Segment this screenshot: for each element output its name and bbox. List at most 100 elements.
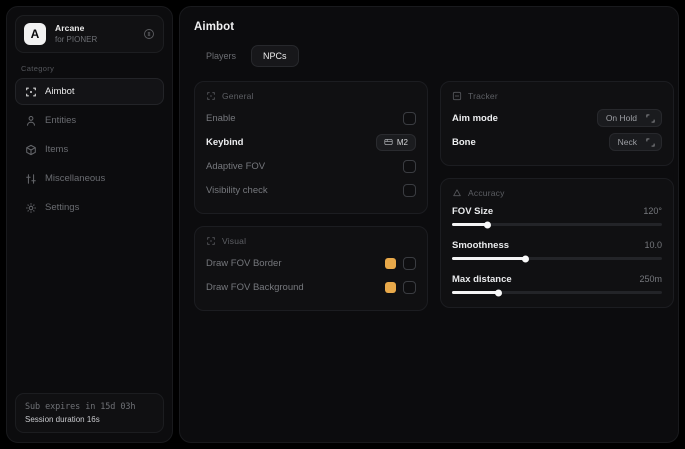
slider-header: Max distance 250m [452,274,662,285]
slider-value: 250m [639,274,662,284]
sidebar-nav: Aimbot Entities Items [15,78,164,221]
keybind-button[interactable]: M2 [375,133,416,151]
main-content: Aimbot Players NPCs General [179,6,679,443]
panel-general-header: General [206,91,416,101]
row-keybind: Keybind M2 [206,130,416,154]
panel-title: Accuracy [468,188,505,198]
panel-columns: General Enable Keybind M2 [194,81,674,311]
crosshair-frame-icon [26,87,36,96]
sidebar-spacer [15,221,164,393]
panel-tracker-header: Tracker [452,91,662,101]
slider-value: 10.0 [644,240,662,250]
subscription-status: Sub expires in 15d 03h Session duration … [15,393,164,433]
aim-mode-value: On Hold [605,113,637,123]
slider-header: Smoothness 10.0 [452,240,662,251]
row-label: Enable [206,112,236,124]
category-label: Category [21,64,55,73]
row-label: Visibility check [206,184,268,196]
row-visibility-check: Visibility check [206,178,416,202]
row-aim-mode: Aim mode On Hold [452,106,662,130]
row-controls [385,280,416,294]
row-label: Adaptive FOV [206,160,266,172]
subscription-expiry: Sub expires in 15d 03h [25,402,136,412]
tab-bar: Players NPCs [194,45,664,67]
brand-card[interactable]: A Arcane for PIONER [15,15,164,53]
sidebar-item-settings[interactable]: Settings [15,194,164,221]
bone-select[interactable]: Neck [608,133,662,151]
row-draw-fov-background: Draw FOV Background [206,275,416,299]
draw-fov-background-checkbox[interactable] [403,280,416,294]
smoothness-slider-track[interactable] [452,255,662,262]
bone-value: Neck [617,137,637,147]
sliders-icon [26,173,36,184]
slider-fill [452,223,488,226]
slider-fill [452,291,499,294]
slider-knob[interactable] [522,255,529,262]
brand-name: Arcane [55,23,85,34]
sidebar-item-entities[interactable]: Entities [15,107,164,134]
sidebar-item-label: Items [45,144,69,155]
fov-background-color-swatch[interactable] [385,281,396,293]
aim-mode-select[interactable]: On Hold [596,109,662,127]
slider-knob[interactable] [484,221,492,228]
row-label: Bone [452,136,476,148]
enable-checkbox[interactable] [403,111,416,125]
panel-visual: Visual Draw FOV Border Draw FOV Backgrou… [194,226,428,311]
slider-label: Max distance [452,274,512,285]
person-icon [27,115,35,126]
sidebar-item-label: Miscellaneous [45,173,106,184]
slider-value: 120° [643,206,662,216]
sidebar-item-miscellaneous[interactable]: Miscellaneous [15,165,164,192]
session-duration: Session duration 16s [25,415,100,424]
sidebar-item-aimbot[interactable]: Aimbot [15,78,164,105]
row-label: Draw FOV Border [206,257,282,269]
draw-fov-border-checkbox[interactable] [403,256,416,270]
slider-fill [452,257,526,260]
slider-knob[interactable] [494,289,502,296]
box-icon [26,144,36,155]
slider-label: Smoothness [452,240,510,251]
adaptive-fov-checkbox[interactable] [403,159,416,173]
slider-fov-size: FOV Size 120° [452,203,662,228]
tab-npcs[interactable]: NPCs [251,45,299,67]
sidebar: A Arcane for PIONER Category Aimbot [6,6,173,443]
panel-general: General Enable Keybind M2 [194,81,428,214]
gear-icon[interactable] [143,28,155,40]
panel-title: General [222,91,254,101]
right-column: Tracker Aim mode On Hold Bone [440,81,674,308]
row-draw-fov-border: Draw FOV Border [206,251,416,275]
panel-icon [452,91,462,101]
row-adaptive-fov: Adaptive FOV [206,154,416,178]
row-controls [385,256,416,270]
crosshair-frame-icon [207,92,215,100]
visibility-check-checkbox[interactable] [403,183,416,197]
brand-text: Arcane for PIONER [55,23,97,44]
panel-accuracy-header: Accuracy [452,188,662,198]
panel-accuracy: Accuracy FOV Size 120° [440,178,674,308]
panel-visual-header: Visual [206,236,416,246]
expand-icon [646,137,655,147]
expand-icon [646,113,655,123]
gear-icon [26,202,36,213]
app-logo: A [24,23,46,45]
sidebar-item-label: Entities [45,115,77,126]
sidebar-item-items[interactable]: Items [15,136,164,163]
tab-players[interactable]: Players [206,51,237,61]
sidebar-item-label: Settings [45,202,80,213]
keybind-value: M2 [396,137,408,147]
max-distance-slider-track[interactable] [452,289,662,296]
panel-title: Visual [222,236,247,246]
page-title: Aimbot [194,21,235,33]
triangle-icon [453,189,461,197]
row-label: Draw FOV Background [206,281,304,293]
slider-header: FOV Size 120° [452,206,662,217]
fov-border-color-swatch[interactable] [385,257,396,269]
panel-title: Tracker [468,91,498,101]
sidebar-item-label: Aimbot [45,86,75,97]
row-enable: Enable [206,106,416,130]
row-bone: Bone Neck [452,130,662,154]
fov-size-slider-track[interactable] [452,221,662,228]
panel-tracker: Tracker Aim mode On Hold Bone [440,81,674,166]
slider-max-distance: Max distance 250m [452,271,662,296]
